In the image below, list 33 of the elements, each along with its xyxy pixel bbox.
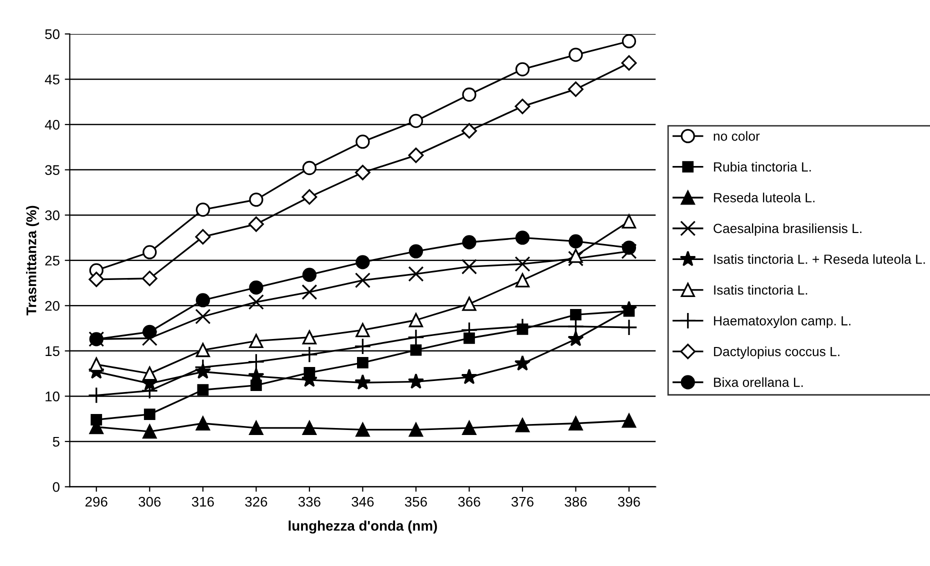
y-tick-label: 45 xyxy=(44,74,60,84)
y-tick-label: 50 xyxy=(45,29,60,40)
x-tick-label: 296 xyxy=(85,496,108,507)
legend-label: Rubia tinctoria L. xyxy=(714,162,811,172)
legend-label: Isatis tinctoria L. + Reseda luteola L. xyxy=(714,254,925,264)
y-tick-label: 20 xyxy=(45,300,60,311)
legend-label: Bixa orellana L. xyxy=(714,377,803,387)
y-tick-label: 10 xyxy=(46,392,60,402)
x-tick-label: 316 xyxy=(192,496,214,507)
x-tick-label: 386 xyxy=(564,496,587,507)
legend-label: Dactylopius coccus L. xyxy=(714,346,840,359)
legend-label: Caesalpina brasiliensis L. xyxy=(714,223,862,236)
legend-label: Haematoxylon camp. L. xyxy=(714,316,850,328)
y-tick-label: 0 xyxy=(52,482,60,492)
y-tick-label: 40 xyxy=(44,120,60,130)
legend-label: Reseda luteola L. xyxy=(714,192,814,202)
legend-label: Isatis tinctoria L. xyxy=(714,284,808,295)
y-tick-label: 30 xyxy=(45,210,60,220)
y-axis-title: Trasmittanza (%) xyxy=(26,206,40,316)
x-tick-label: 336 xyxy=(298,496,320,507)
x-tick-label: 366 xyxy=(458,496,480,507)
y-tick-label: 35 xyxy=(45,165,60,175)
y-tick-label: 15 xyxy=(46,346,60,356)
x-tick-label: 306 xyxy=(138,496,161,507)
x-tick-label: 356 xyxy=(404,496,427,507)
legend-label: no color xyxy=(714,131,760,141)
x-tick-label: 326 xyxy=(245,496,268,507)
x-tick-label: 376 xyxy=(511,496,534,507)
y-tick-label: 5 xyxy=(52,436,60,447)
x-tick-label: 396 xyxy=(618,496,640,507)
x-tick-label: 346 xyxy=(352,496,374,507)
x-axis-title: lunghezza d'onda (nm) xyxy=(288,520,437,534)
y-tick-label: 25 xyxy=(45,256,60,266)
